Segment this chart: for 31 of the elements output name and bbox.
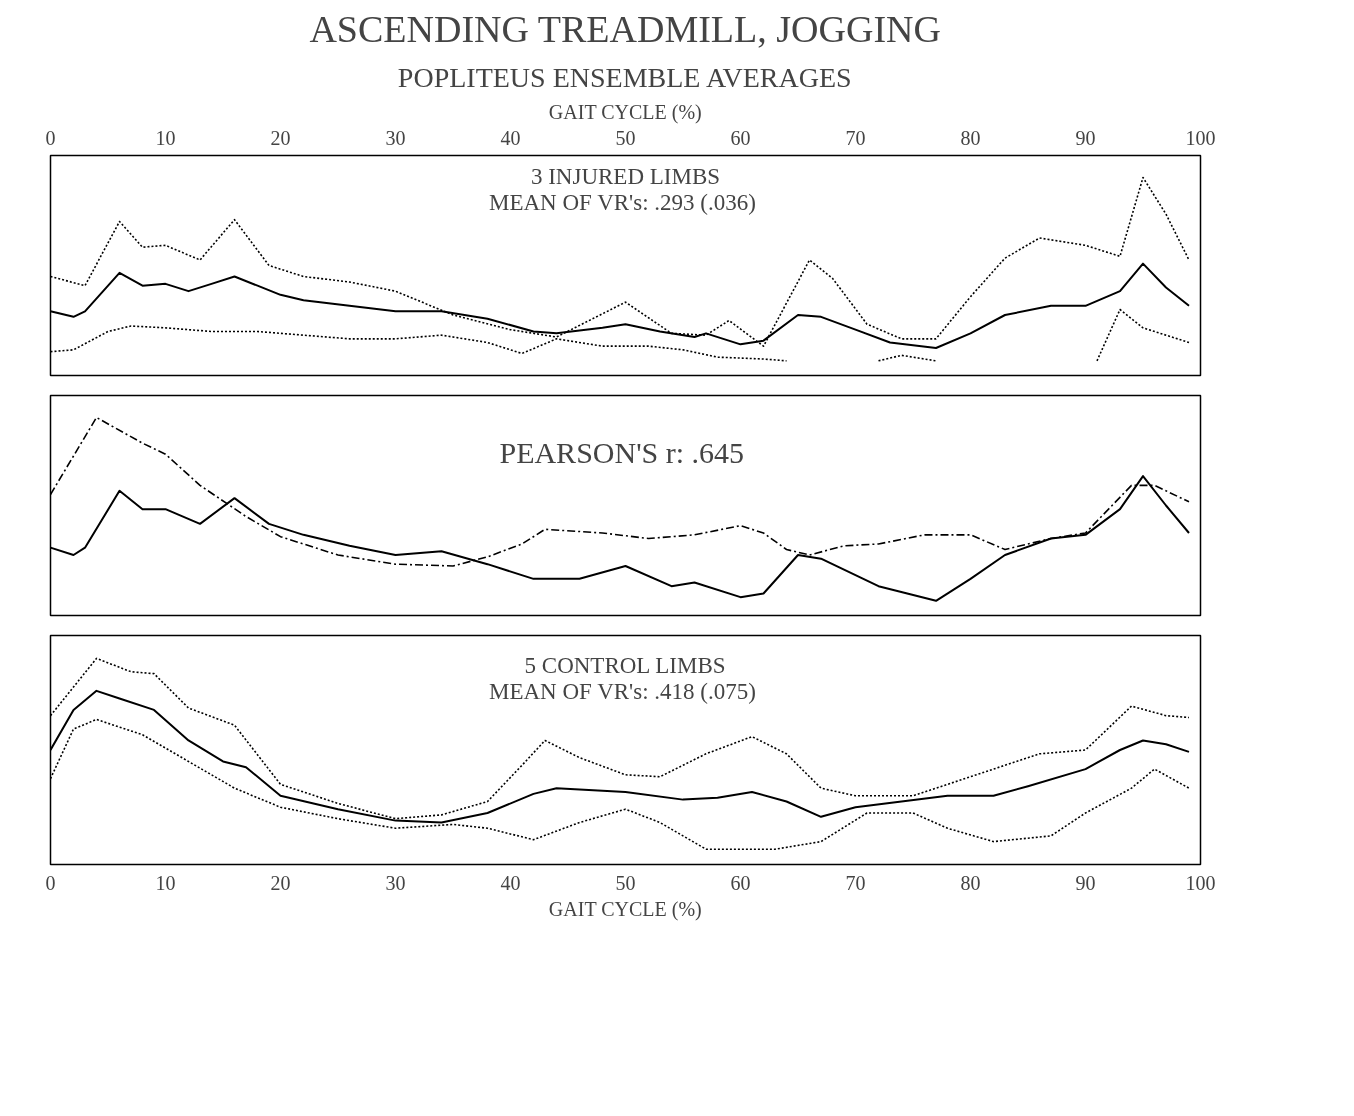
chart-title: ASCENDING TREADMILL, JOGGING	[309, 7, 941, 50]
annotation: PEARSON'S r: .645	[499, 435, 745, 469]
annotation: MEAN OF VR's: .293 (.036)	[488, 189, 756, 215]
x2-axis-title: GAIT CYCLE (%)	[548, 100, 702, 124]
x-tick-label: 10	[155, 871, 176, 894]
x-tick-label: 30	[385, 871, 406, 894]
x-tick-label: 50	[615, 871, 636, 894]
x-tick-label: 0	[45, 871, 56, 894]
x2-tick-label: 90	[1075, 126, 1096, 149]
x-tick-label: 40	[500, 871, 521, 894]
annotation: MEAN OF VR's: .418 (.075)	[488, 678, 756, 704]
x-tick-label: 60	[730, 871, 751, 894]
x2-tick-label: 0	[45, 126, 56, 149]
x-tick-label: 100	[1185, 871, 1216, 894]
x2-tick-label: 100	[1185, 126, 1216, 149]
x-tick-label: 80	[960, 871, 981, 894]
x2-tick-label: 20	[270, 126, 291, 149]
x2-tick-label: 60	[730, 126, 751, 149]
x-tick-label: 70	[845, 871, 866, 894]
x2-tick-label: 50	[615, 126, 636, 149]
x2-tick-label: 80	[960, 126, 981, 149]
annotation: 3 INJURED LIMBS	[530, 163, 721, 189]
x-axis-title: GAIT CYCLE (%)	[548, 897, 702, 921]
x-tick-label: 90	[1075, 871, 1096, 894]
chart-subtitle: POPLITEUS ENSEMBLE AVERAGES	[397, 61, 852, 93]
x2-tick-label: 70	[845, 126, 866, 149]
x2-tick-label: 30	[385, 126, 406, 149]
x2-tick-label: 10	[155, 126, 176, 149]
x2-tick-label: 40	[500, 126, 521, 149]
annotation: 5 CONTROL LIMBS	[524, 652, 726, 678]
x-tick-label: 20	[270, 871, 291, 894]
